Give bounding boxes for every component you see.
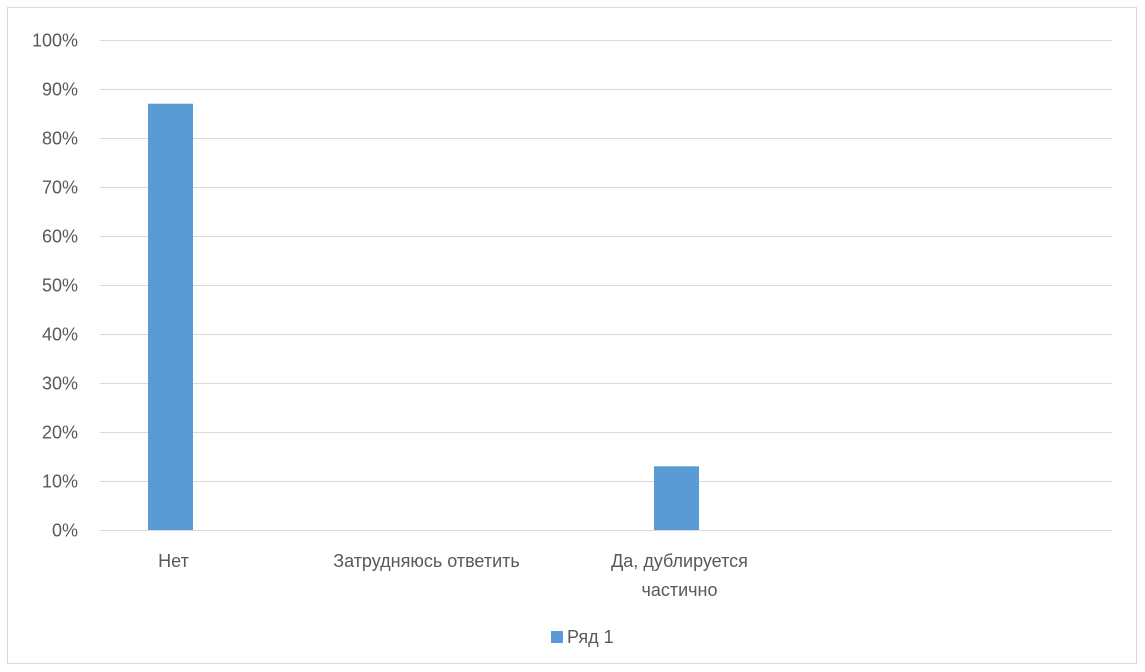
x-category-label: Нет bbox=[158, 551, 189, 571]
y-axis-tick-labels: 0% 10% 20% 30% 40% 50% 60% 70% 80% 90% 100% bbox=[32, 31, 78, 541]
legend: Ряд 1 bbox=[551, 627, 614, 647]
legend-label: Ряд 1 bbox=[567, 627, 614, 647]
x-category-label: Да, дублируется частично bbox=[611, 551, 748, 600]
y-tick-label: 0% bbox=[52, 521, 78, 541]
bar bbox=[654, 466, 699, 530]
x-axis-category-labels: Нет Затрудняюсь ответить Да, дублируется ча… bbox=[158, 551, 748, 600]
y-tick-label: 20% bbox=[42, 423, 78, 443]
gridlines bbox=[100, 40, 1112, 531]
chart-frame bbox=[7, 7, 1137, 664]
y-tick-label: 30% bbox=[42, 374, 78, 394]
bar bbox=[148, 103, 193, 530]
y-tick-label: 70% bbox=[42, 178, 78, 198]
y-tick-label: 40% bbox=[42, 325, 78, 345]
x-category-label: Затрудняюсь ответить bbox=[333, 551, 520, 571]
bars bbox=[148, 103, 699, 530]
legend-swatch bbox=[551, 631, 563, 643]
y-tick-label: 10% bbox=[42, 472, 78, 492]
y-tick-label: 100% bbox=[32, 31, 78, 51]
y-tick-label: 80% bbox=[42, 129, 78, 149]
y-tick-label: 60% bbox=[42, 227, 78, 247]
y-tick-label: 50% bbox=[42, 276, 78, 296]
y-tick-label: 90% bbox=[42, 80, 78, 100]
